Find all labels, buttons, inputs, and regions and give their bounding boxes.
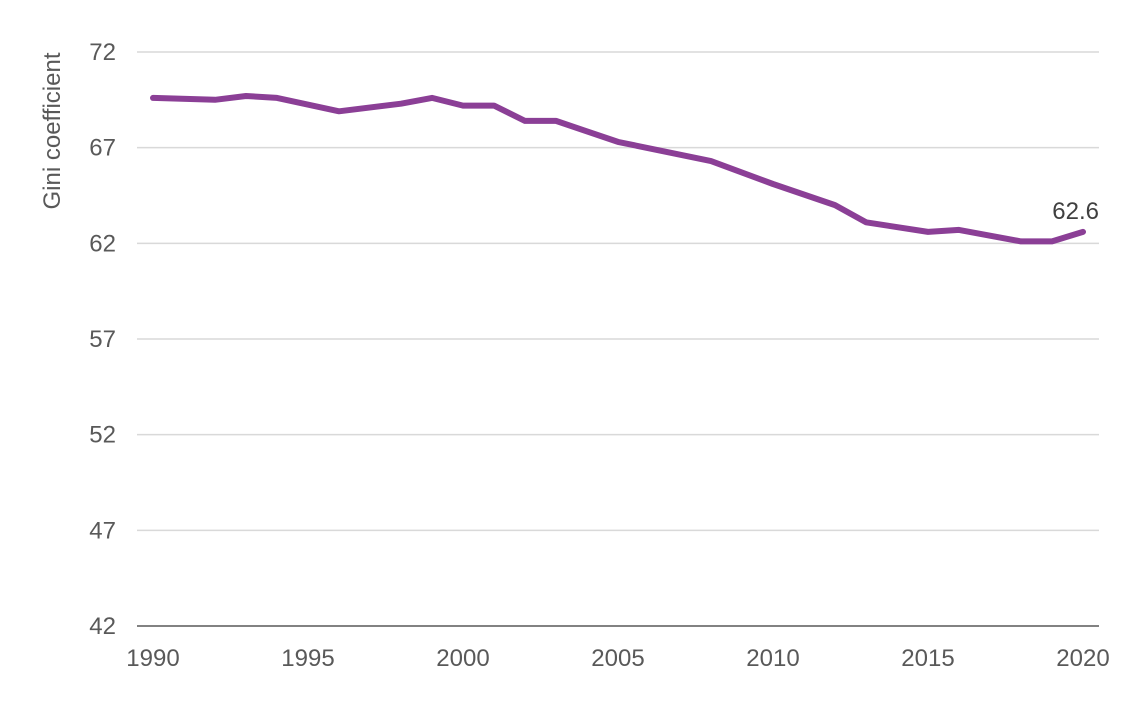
series-line (150, 93, 1086, 245)
x-tick-label: 1995 (281, 645, 334, 672)
gridlines (137, 51, 1099, 532)
annotations-group: 62.6 (1052, 198, 1099, 225)
data-label: 62.6 (1052, 198, 1099, 225)
y-tick-label: 57 (89, 326, 116, 353)
y-tick-label: 67 (89, 135, 116, 162)
x-tick-label: 2010 (746, 645, 799, 672)
y-tick-label: 72 (89, 39, 116, 66)
x-tick-label: 2015 (901, 645, 954, 672)
y-axis-ticks: 42 47 52 57 62 67 72 (89, 39, 116, 640)
series-group (150, 93, 1086, 245)
y-tick-label: 47 (89, 517, 116, 544)
x-tick-label: 2020 (1056, 645, 1109, 672)
x-tick-label: 2005 (591, 645, 644, 672)
y-tick-label: 62 (89, 230, 116, 257)
x-axis-ticks: 1990 1995 2000 2005 2010 2015 2020 (126, 645, 1109, 672)
x-tick-label: 1990 (126, 645, 179, 672)
y-axis-title: Gini coefficient (39, 52, 66, 209)
y-tick-label: 52 (89, 422, 116, 449)
y-tick-label: 42 (89, 613, 116, 640)
x-tick-label: 2000 (436, 645, 489, 672)
